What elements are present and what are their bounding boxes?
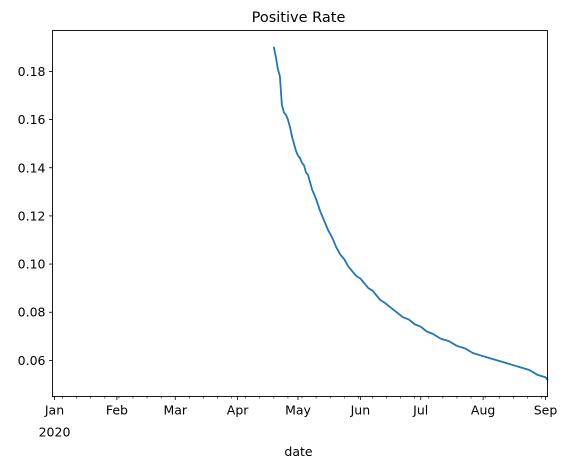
- y-tick-label: 0.12: [18, 208, 46, 223]
- y-tick-label: 0.10: [18, 257, 46, 272]
- y-tick-label: 0.06: [18, 353, 46, 368]
- x-tick-label: Feb: [106, 403, 128, 418]
- x-tick-label: Apr: [227, 403, 249, 418]
- plot-area: [272, 46, 549, 381]
- x-tick-label: May: [285, 403, 311, 418]
- x-tick-label: Jul: [412, 403, 428, 418]
- x-axis-label: date: [284, 444, 312, 459]
- y-tick-label: 0.14: [18, 160, 46, 175]
- axes-frame: [52, 30, 548, 397]
- chart-title: Positive Rate: [252, 10, 346, 26]
- y-axis-ticks: 0.06 0.08 0.10 0.12 0.14 0.16 0.18: [18, 64, 53, 368]
- x-tick-label: Jun: [350, 403, 371, 418]
- x-tick-label: Mar: [163, 403, 187, 418]
- x-tick-sublabel: 2020: [39, 425, 71, 440]
- x-axis-ticks: Jan 2020 Feb Mar Apr May Jun Jul Aug Sep: [39, 396, 558, 440]
- y-tick-label: 0.18: [18, 64, 46, 79]
- series-line-0: [272, 46, 549, 381]
- x-tick-label: Sep: [534, 403, 558, 418]
- y-tick-label: 0.16: [18, 112, 46, 127]
- x-tick-label: Aug: [471, 403, 495, 418]
- y-tick-label: 0.08: [18, 305, 46, 320]
- x-tick-label: Jan: [44, 403, 64, 418]
